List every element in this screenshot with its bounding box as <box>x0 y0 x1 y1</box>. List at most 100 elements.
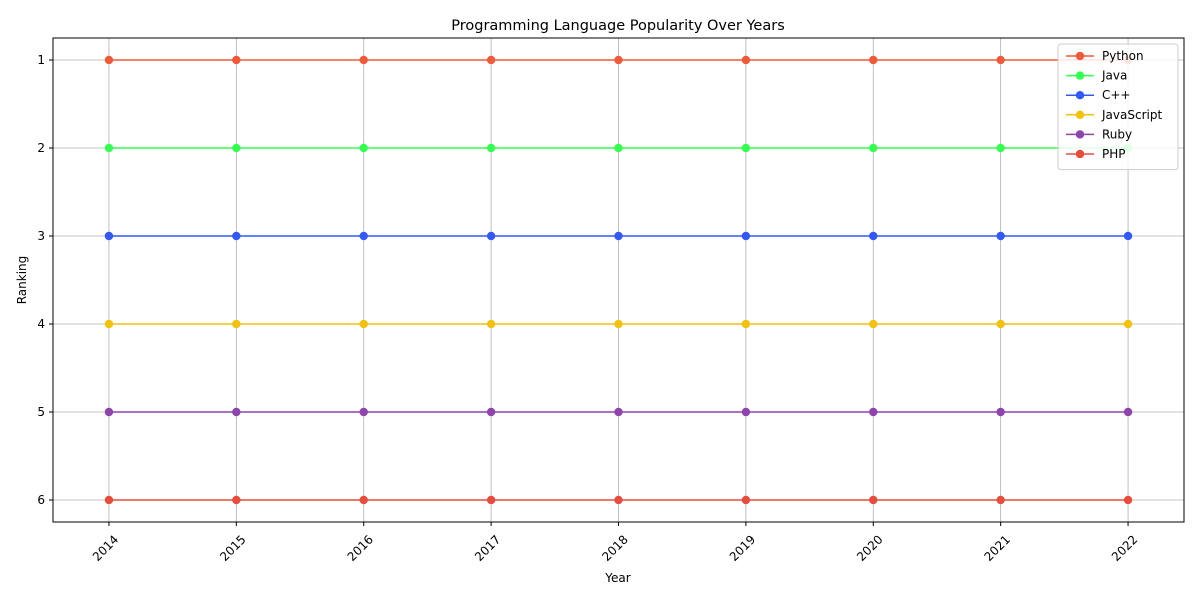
series-python <box>104 55 1133 65</box>
data-point <box>1123 407 1133 417</box>
chart-title: Programming Language Popularity Over Yea… <box>451 18 785 34</box>
y-tick-label: 6 <box>37 493 45 507</box>
data-point <box>614 231 623 241</box>
series-ruby <box>104 407 1133 417</box>
data-point <box>869 495 878 505</box>
x-tick-label: 2022 <box>1109 532 1140 563</box>
series-php <box>104 495 1133 505</box>
y-tick-label: 4 <box>37 317 45 331</box>
data-point <box>486 495 496 505</box>
data-point <box>869 407 878 417</box>
y-axis-ticks: 1 2 3 4 5 6 <box>37 53 53 507</box>
data-point <box>869 231 878 241</box>
data-point <box>1123 495 1133 505</box>
legend-label: Python <box>1102 49 1144 63</box>
y-tick-label: 5 <box>37 405 45 419</box>
data-point <box>741 143 751 153</box>
data-point <box>104 407 114 417</box>
data-point <box>359 231 368 241</box>
data-point <box>741 495 751 505</box>
data-point <box>486 319 496 329</box>
legend-item: Python <box>1066 49 1144 63</box>
data-point <box>232 143 241 153</box>
data-point <box>996 231 1005 241</box>
legend-item: JavaScript <box>1066 108 1162 122</box>
legend-item: PHP <box>1066 147 1126 161</box>
data-point <box>741 55 751 65</box>
data-point <box>1123 319 1133 329</box>
data-point <box>996 55 1005 65</box>
data-point <box>869 319 878 329</box>
data-point <box>232 495 241 505</box>
legend-swatch-marker <box>1075 91 1085 100</box>
legend-label: PHP <box>1102 147 1126 161</box>
x-tick-label: 2015 <box>217 532 248 563</box>
data-point <box>104 55 114 65</box>
series-javascript <box>104 319 1133 329</box>
legend-label: JavaScript <box>1101 108 1162 122</box>
data-point <box>359 319 368 329</box>
data-point <box>741 231 751 241</box>
x-tick-label: 2016 <box>345 532 376 563</box>
data-point <box>741 319 751 329</box>
y-tick-label: 2 <box>37 141 45 155</box>
data-point <box>614 407 623 417</box>
x-tick-label: 2018 <box>599 532 630 563</box>
y-axis-label: Ranking <box>15 256 29 305</box>
x-tick-label: 2014 <box>90 532 121 563</box>
data-point <box>232 319 241 329</box>
y-tick-label: 1 <box>37 53 45 67</box>
data-point <box>359 143 368 153</box>
data-point <box>359 495 368 505</box>
legend-swatch-marker <box>1075 149 1085 159</box>
legend-swatch-marker <box>1075 110 1085 120</box>
legend-item: Java <box>1066 69 1127 83</box>
legend-label: Java <box>1101 69 1127 83</box>
data-point <box>614 55 623 65</box>
x-tick-label: 2020 <box>854 532 885 563</box>
grid-lines <box>53 38 1184 522</box>
data-point <box>104 495 114 505</box>
data-point <box>486 55 496 65</box>
y-tick-label: 3 <box>37 229 45 243</box>
data-point <box>104 143 114 153</box>
x-tick-label: 2017 <box>472 532 503 563</box>
data-point <box>996 143 1005 153</box>
x-axis-ticks: 2014 2015 2016 2017 2018 2019 2020 2021 2022 <box>90 522 1140 564</box>
legend-swatch-marker <box>1075 130 1085 139</box>
data-point <box>232 407 241 417</box>
data-point <box>614 319 623 329</box>
data-point <box>104 231 114 241</box>
legend-item: C++ <box>1066 88 1131 102</box>
data-point <box>232 55 241 65</box>
data-point <box>869 143 878 153</box>
series-group <box>104 55 1133 505</box>
data-point <box>486 407 496 417</box>
data-point <box>359 407 368 417</box>
data-point <box>996 495 1005 505</box>
legend-label: C++ <box>1102 88 1131 102</box>
data-point <box>996 319 1005 329</box>
legend-swatch-marker <box>1075 71 1085 80</box>
x-axis-label: Year <box>604 571 630 585</box>
legend-swatch-marker <box>1075 51 1085 61</box>
series-java <box>104 143 1133 153</box>
data-point <box>232 231 241 241</box>
legend-item: Ruby <box>1066 127 1132 141</box>
data-point <box>1123 231 1133 241</box>
data-point <box>996 407 1005 417</box>
data-point <box>486 231 496 241</box>
data-point <box>614 495 623 505</box>
data-point <box>614 143 623 153</box>
legend: Python Java C++ JavaScript Ruby PHP <box>1057 43 1179 171</box>
data-point <box>741 407 751 417</box>
data-point <box>359 55 368 65</box>
series-c- <box>104 231 1133 241</box>
data-point <box>104 319 114 329</box>
x-tick-label: 2019 <box>727 532 758 563</box>
legend-label: Ruby <box>1102 127 1132 141</box>
data-point <box>486 143 496 153</box>
x-tick-label: 2021 <box>982 532 1013 563</box>
data-point <box>869 55 878 65</box>
